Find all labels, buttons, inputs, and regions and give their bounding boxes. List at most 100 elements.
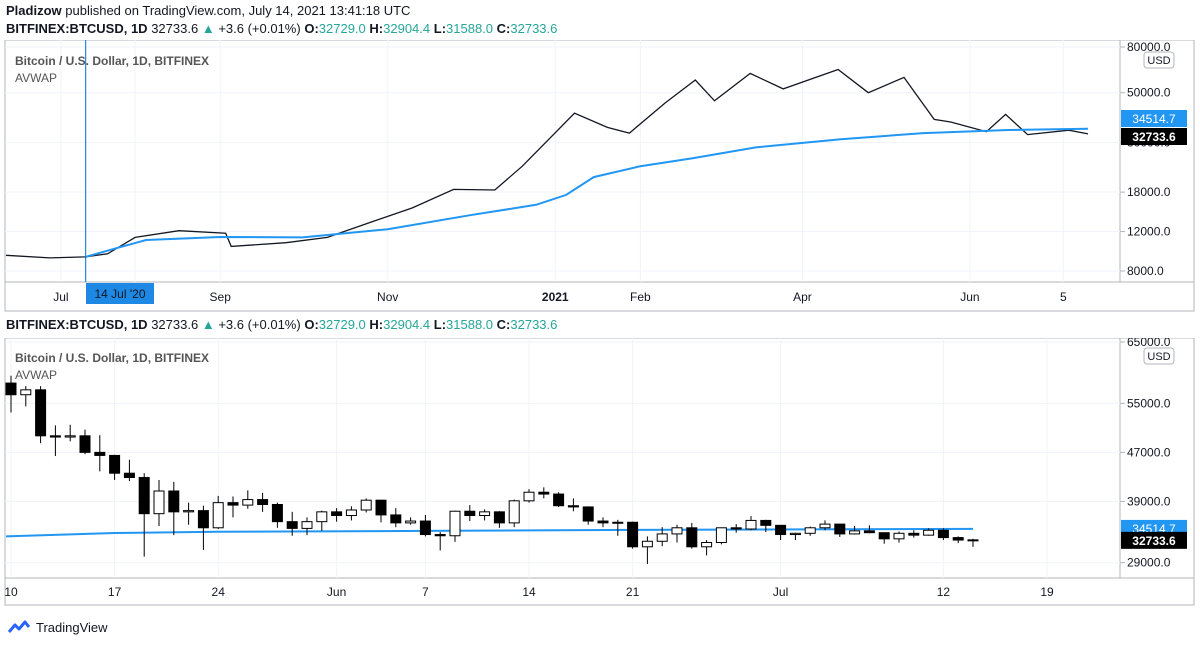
candle-body [597,520,609,524]
y-tick-label: 80000.0 [1127,40,1171,54]
symbol-name[interactable]: BITFINEX:BTCUSD, 1D [6,317,148,332]
last-price: 32733.6 [151,317,199,332]
candle-body [49,435,61,438]
candle-body [390,514,402,524]
candle [701,540,713,556]
candle-body [109,454,121,474]
candle-body [937,529,949,539]
candle [479,509,491,521]
candle [863,525,875,534]
close-value: 32733.6 [510,317,558,332]
candle [242,490,254,509]
candle-body [819,523,831,529]
candle [49,425,61,457]
candle [20,386,32,407]
candle-body [686,527,698,548]
candle-body [538,491,550,495]
candle [183,502,195,525]
symbol-info-bar-2: BITFINEX:BTCUSD, 1D 32733.6 ▲ +3.6 (+0.0… [6,317,557,332]
candle-body [94,451,106,456]
candle-body [449,510,461,537]
bottom-chart[interactable]: 65000.0 55000.0 47000.0 39000.0 29000.0 10 17… [0,338,1200,606]
candle [360,498,372,513]
candle [390,508,402,528]
tradingview-footer[interactable]: TradingView [8,617,108,637]
last-price: 32733.6 [151,21,199,36]
candle [493,511,505,528]
x-tick-label: Apr [793,290,812,304]
change-arrow-icon: ▲ [201,21,215,36]
candle [5,375,17,413]
candle-body [123,472,135,479]
candle-body [523,491,535,502]
currency-badge[interactable] [1143,347,1175,365]
candle [523,489,535,503]
avwap-line [85,127,1089,258]
price-change: +3.6 (+0.01%) [218,21,301,36]
candle-body [35,389,47,437]
avwap-price-box [1121,110,1187,127]
crosshair-date-label: 14 Jul '20 [95,287,146,301]
candle [301,517,313,536]
candle [893,531,905,543]
candle-body [212,502,224,529]
close-label: C: [496,21,511,36]
candle [760,519,772,533]
candle-body [582,506,594,522]
candle-body [671,527,683,535]
candle-body [227,502,239,506]
publisher-name[interactable]: Pladizow [6,3,62,18]
tradingview-logo-icon [8,620,30,633]
high-value: 32904.4 [383,317,431,332]
symbol-info-bar: BITFINEX:BTCUSD, 1D 32733.6 ▲ +3.6 (+0.0… [6,21,557,36]
x-tick-label: 17 [108,585,122,599]
candle-body [952,537,964,541]
candle-body [405,520,417,524]
candle [449,510,461,542]
candle [35,386,47,444]
candle-body [701,542,713,548]
candle-body [316,511,328,523]
candle [123,459,135,482]
candle [553,492,565,507]
candle [878,532,890,544]
low-value: 31588.0 [446,317,494,332]
currency-label: USD [1147,55,1170,67]
x-tick-label: Nov [377,290,398,304]
tradingview-brand: TradingView [36,619,108,635]
candle-body [508,500,520,524]
last-price-label: 32733.6 [1132,534,1176,548]
candle-body [434,534,446,537]
symbol-name[interactable]: BITFINEX:BTCUSD, 1D [6,21,148,36]
candle-body [715,527,727,544]
candle [671,524,683,543]
candle-body [301,521,313,529]
candle-body [656,533,668,542]
candle [641,536,653,564]
candle [612,519,624,536]
candle [597,517,609,528]
candle-body [168,490,180,513]
publish-header: Pladizow published on TradingView.com, J… [6,3,410,18]
x-tick-label: Jul [773,585,788,599]
open-label: O: [304,21,319,36]
candle-body [612,521,624,524]
low-value: 31588.0 [446,21,494,36]
candle [937,528,949,541]
candle [64,424,76,442]
price-change: +3.6 (+0.01%) [218,317,301,332]
candle [375,499,387,523]
top-chart[interactable]: 80000.050000.030000.018000.012000.08000.… [0,40,1200,312]
currency-badge[interactable] [1143,51,1175,69]
candle-body [745,519,757,530]
candle [745,516,757,531]
candle [952,536,964,544]
price-line [5,68,1089,259]
candle-body [345,509,357,517]
candle [153,479,165,526]
x-tick-label: Sep [210,290,232,304]
last-price-box [1121,531,1187,549]
y-tick-label: 55000.0 [1127,396,1171,410]
x-tick-label: 5 [1060,290,1067,304]
candle-body [242,499,254,506]
